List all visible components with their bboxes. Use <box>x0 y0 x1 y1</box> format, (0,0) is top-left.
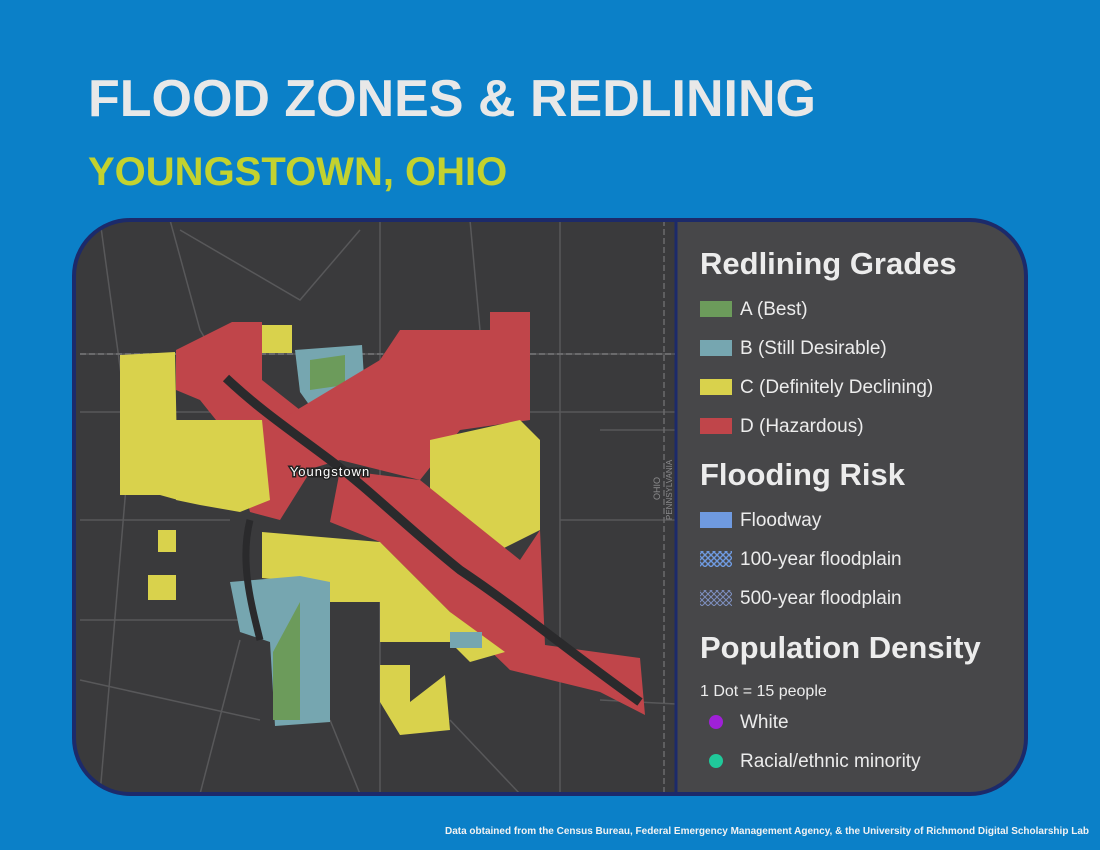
legend-swatch <box>700 551 732 567</box>
panel-border <box>72 218 1028 796</box>
legend-swatch <box>700 301 732 317</box>
state-label: OHIO <box>652 477 662 500</box>
legend-dot <box>709 715 723 729</box>
legend-label: Floodway <box>740 510 822 531</box>
state-label: PENNSYLVANIA <box>665 459 674 520</box>
legend-label: B (Still Desirable) <box>740 338 887 359</box>
legend-note: 1 Dot = 15 people <box>700 683 827 700</box>
legend-dot <box>709 754 723 768</box>
source-note: Data obtained from the Census Bureau, Fe… <box>445 826 1089 837</box>
legend: Redlining Grades A (Best) B (Still Desir… <box>700 246 982 772</box>
river <box>222 374 643 706</box>
legend-swatch <box>700 340 732 356</box>
title: FLOOD ZONES & REDLINING <box>88 70 816 128</box>
legend-label: D (Hazardous) <box>740 416 864 437</box>
legend-swatch <box>700 512 732 528</box>
subtitle: YOUNGSTOWN, OHIO <box>88 150 507 194</box>
map: Youngstown OHIO PENNSYLVANIA <box>74 220 676 794</box>
legend-label: White <box>740 712 789 733</box>
legend-label: 500-year floodplain <box>740 588 902 609</box>
legend-swatch <box>700 590 732 606</box>
legend-label: 100-year floodplain <box>740 549 902 570</box>
legend-swatch <box>700 418 732 434</box>
city-label: Youngstown <box>290 464 370 479</box>
legend-label: A (Best) <box>740 299 808 320</box>
creek <box>242 519 264 641</box>
legend-heading: Redlining Grades <box>700 246 957 281</box>
legend-label: Racial/ethnic minority <box>740 751 921 772</box>
legend-label: C (Definitely Declining) <box>740 377 933 398</box>
legend-heading: Flooding Risk <box>700 457 906 492</box>
legend-swatch <box>700 379 732 395</box>
legend-heading: Population Density <box>700 630 982 665</box>
